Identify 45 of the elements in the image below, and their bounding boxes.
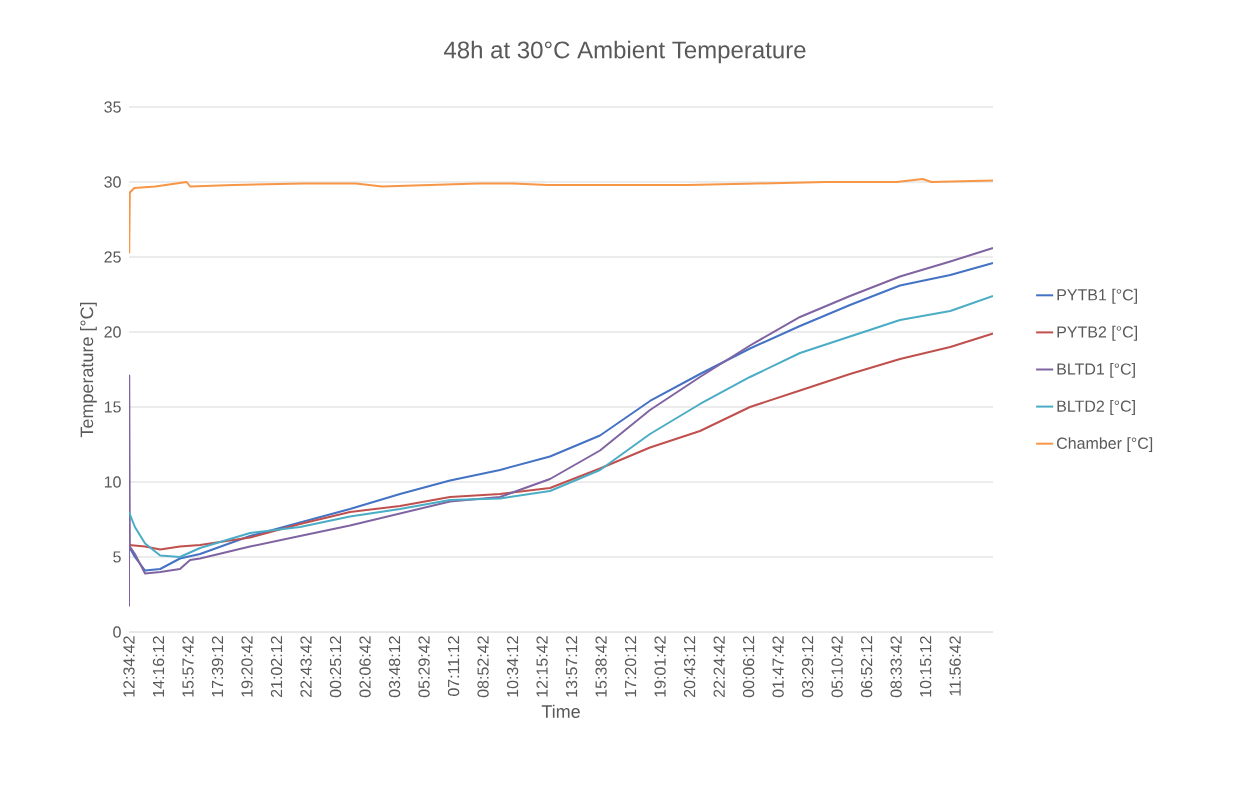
x-tick-label: 01:47:42	[772, 636, 784, 698]
y-tick-label: 25	[104, 251, 121, 263]
x-tick-label: 19:01:42	[654, 636, 666, 697]
x-tick-label: 07:11:12	[447, 636, 460, 696]
x-tick-label: 03:29:12	[801, 636, 814, 698]
x-tick-label: 00:25:12	[329, 636, 342, 698]
y-tick-label: 10	[104, 476, 121, 488]
y-tick-label: 0	[113, 626, 121, 638]
y-tick-label: 35	[104, 101, 121, 113]
chart-title: 48h at 30°C Ambient Temperature	[443, 40, 806, 64]
x-tick-label: 00:06:12	[742, 636, 755, 698]
x-tick-label: 02:06:42	[359, 636, 371, 698]
legend-label: Chamber [°C]	[1056, 437, 1153, 453]
x-tick-label: 20:43:12	[683, 636, 696, 698]
y-tick-label: 30	[104, 176, 121, 188]
legend-label: PYTB2 [°C]	[1057, 325, 1137, 341]
y-tick-label: 5	[113, 551, 121, 563]
x-tick-label: 08:33:42	[890, 636, 902, 698]
x-tick-label: 08:52:42	[477, 636, 489, 698]
x-tick-label: 22:43:42	[300, 636, 312, 698]
y-tick-label: 20	[104, 326, 121, 338]
x-tick-label: 21:02:12	[270, 636, 283, 698]
y-tick-label: 15	[104, 401, 121, 413]
x-tick-label: 10:15:12	[919, 636, 932, 697]
legend-label: BLTD1 [°C]	[1057, 362, 1135, 378]
x-tick-label: 15:57:42	[182, 636, 194, 697]
x-tick-label: 12:34:42	[123, 636, 135, 697]
x-tick-label: 05:29:42	[418, 636, 430, 698]
x-tick-label: 19:20:42	[241, 636, 253, 697]
x-tick-label: 12:15:42	[536, 636, 548, 697]
x-tick-label: 13:57:12	[565, 636, 578, 697]
x-tick-label: 10:34:12	[506, 636, 519, 697]
x-tick-label: 03:48:12	[388, 636, 401, 698]
legend-label: PYTB1 [°C]	[1057, 288, 1137, 304]
x-tick-label: 14:16:12	[152, 636, 165, 697]
x-tick-label: 17:20:12	[624, 636, 637, 697]
x-tick-label: 22:24:42	[713, 636, 725, 698]
x-tick-label: 11:56:42	[949, 636, 961, 696]
x-tick-label: 17:39:12	[211, 636, 224, 697]
x-tick-label: 05:10:42	[831, 636, 843, 698]
x-axis-title: Time	[541, 704, 580, 718]
x-tick-label: 15:38:42	[595, 636, 607, 697]
legend-label: BLTD2 [°C]	[1057, 400, 1135, 415]
y-axis-title: Temperature [°C]	[80, 302, 97, 438]
x-tick-label: 06:52:12	[860, 636, 873, 698]
